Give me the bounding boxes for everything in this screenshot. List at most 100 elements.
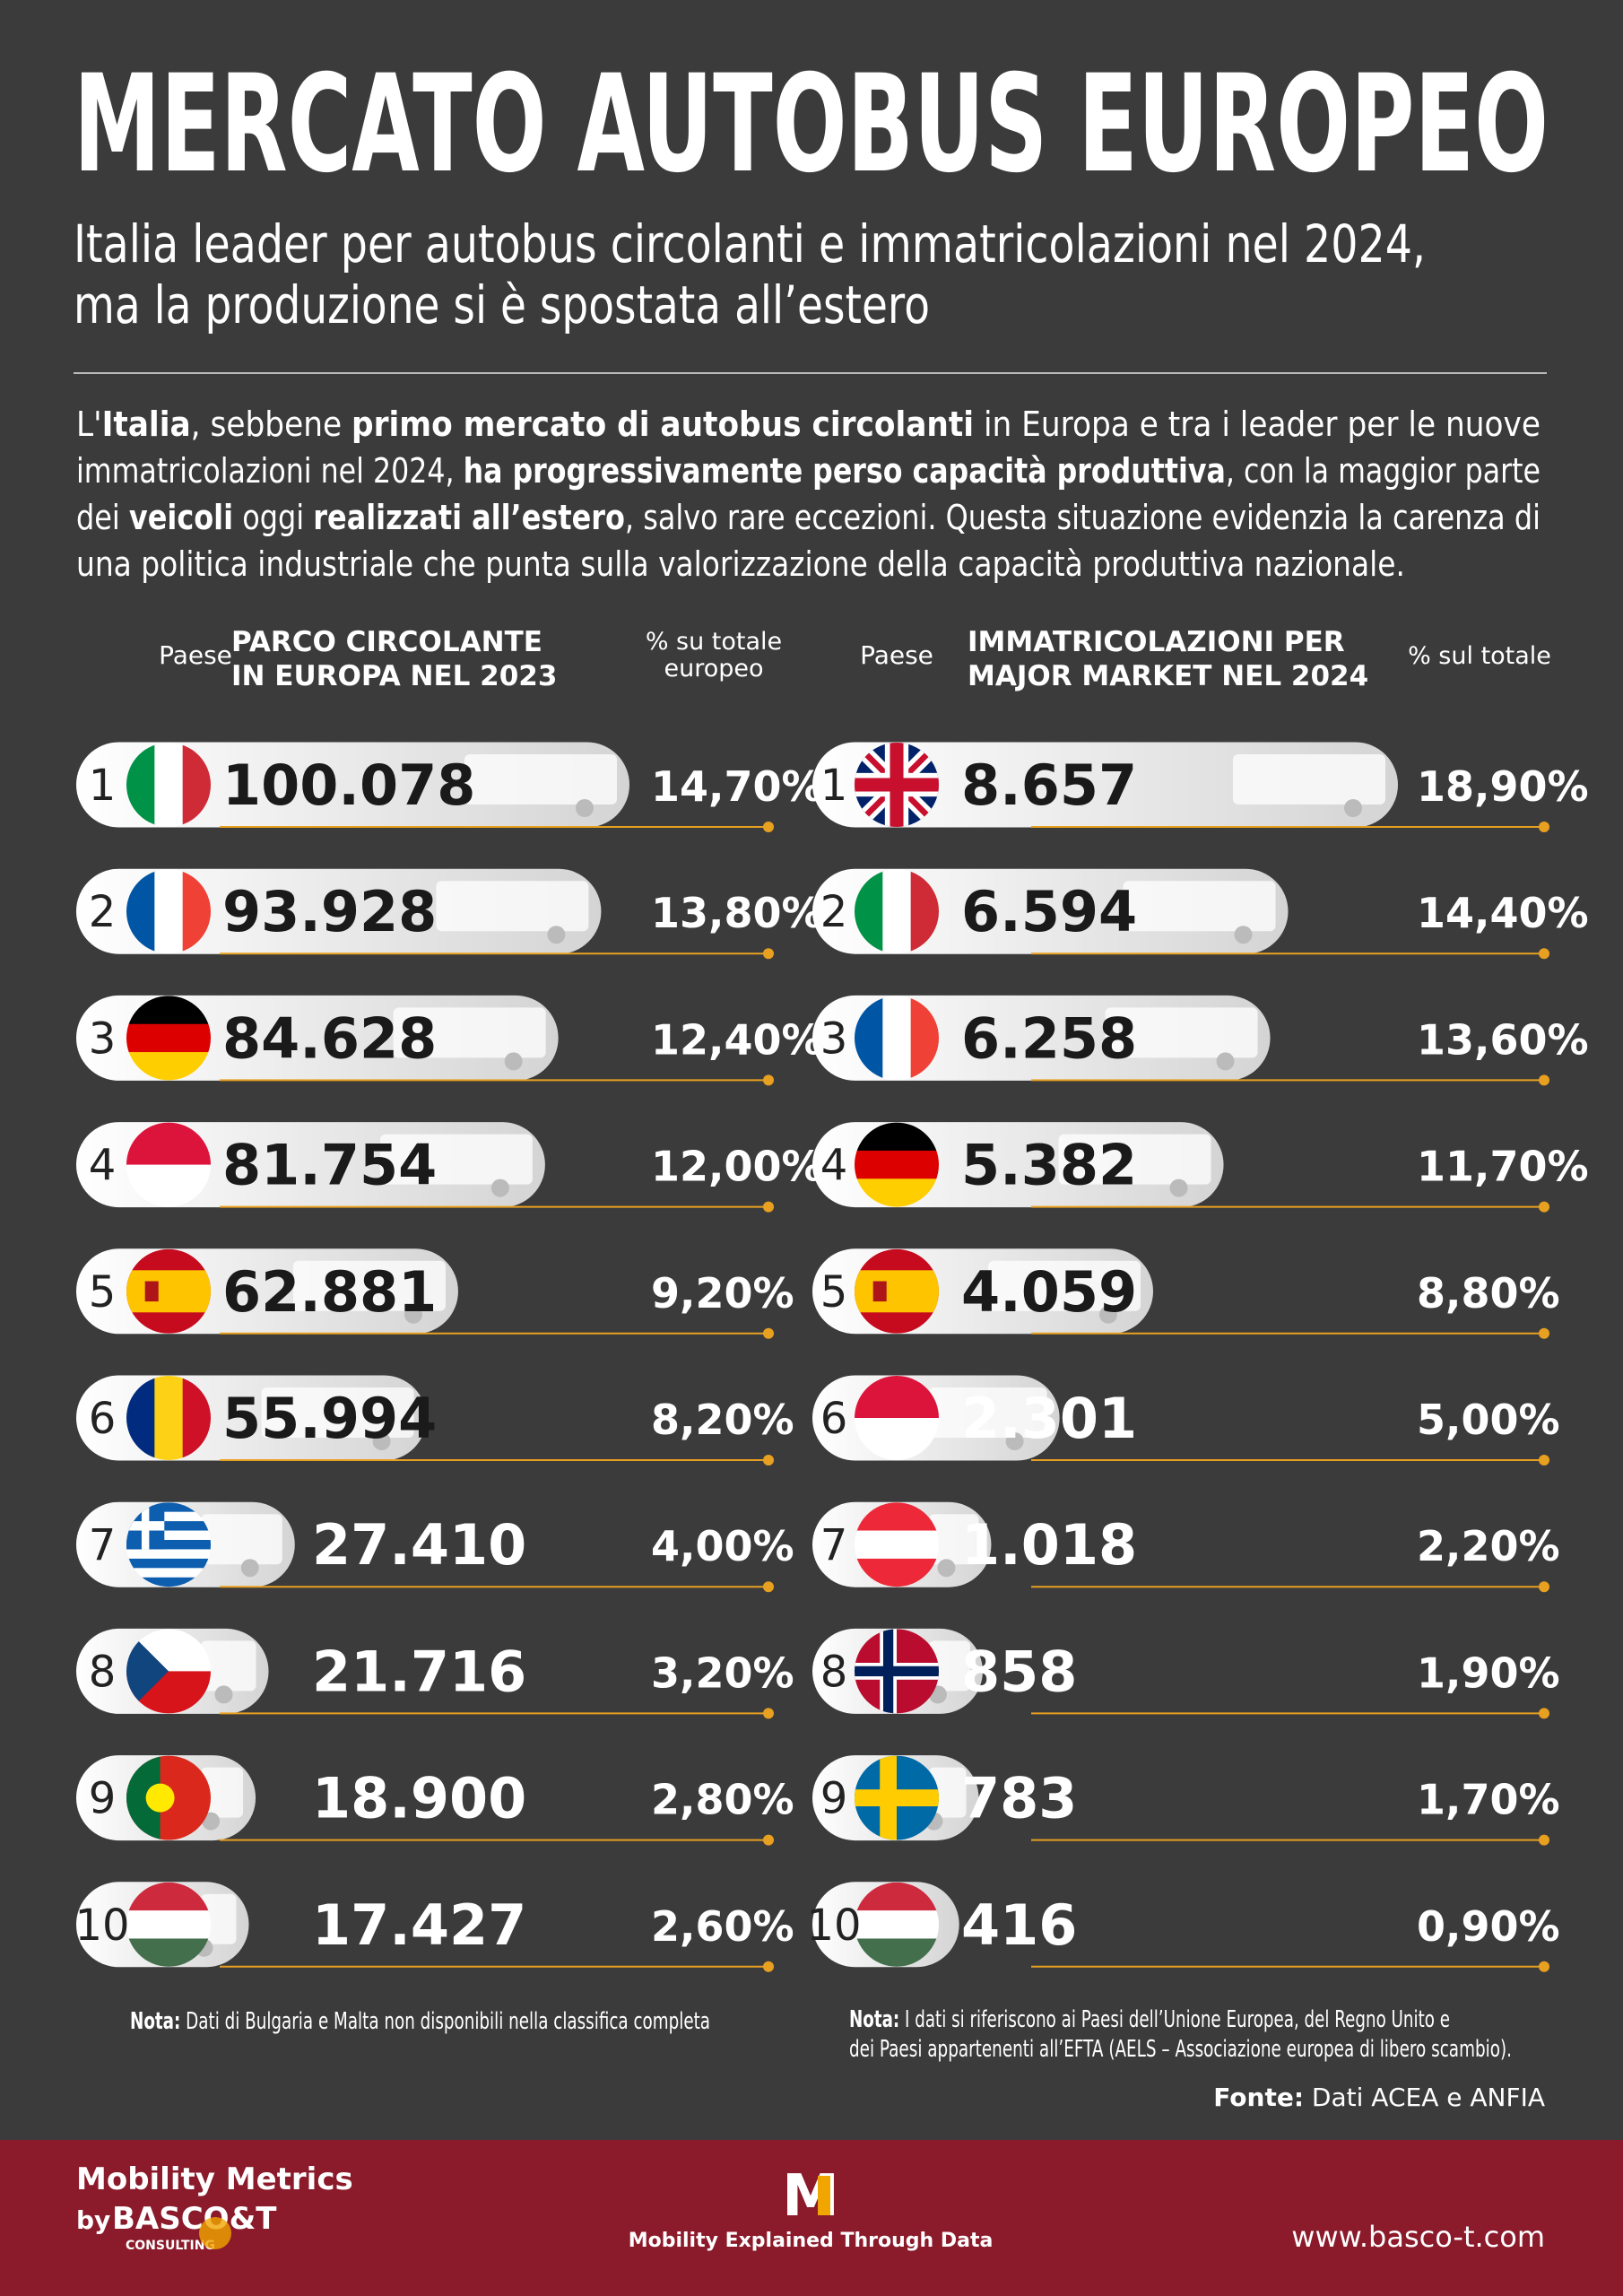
bus-wheel (1216, 1052, 1235, 1071)
flag-part (855, 778, 939, 792)
value-label: 21.716 (312, 1639, 526, 1704)
share-label: 2,20% (1417, 1522, 1560, 1570)
bus-wheel (1005, 1432, 1024, 1450)
text-run: Nota: (849, 2006, 899, 2033)
rank: 10 (806, 1900, 861, 1951)
share-label: 14,70% (651, 762, 823, 811)
logo-accent (818, 2176, 830, 2215)
value-label: 416 (961, 1892, 1077, 1958)
company-sub: CONSULTING (126, 2239, 215, 2253)
rank: 9 (820, 1774, 848, 1824)
underline-dot (1539, 1708, 1549, 1719)
value-label: 55.994 (222, 1386, 437, 1451)
flag (126, 1629, 211, 1714)
rank: 6 (89, 1394, 117, 1444)
value-label: 100.078 (222, 752, 475, 818)
rank: 5 (89, 1267, 117, 1318)
share-label: 8,80% (1417, 1269, 1560, 1318)
share-label: 13,60% (1417, 1015, 1589, 1064)
underline-dot (763, 1455, 774, 1465)
underline-dot (1539, 1074, 1549, 1086)
column-header: IMMATRICOLAZIONI PER (968, 626, 1345, 658)
rank: 1 (89, 761, 117, 811)
share-label: 1,70% (1417, 1776, 1560, 1824)
url: www.basco-t.com (1291, 2220, 1545, 2254)
flag-part (882, 869, 912, 954)
rank: 3 (820, 1013, 848, 1064)
underline-dot (1539, 948, 1549, 960)
underline-dot (763, 1961, 774, 1972)
flag-part (126, 1539, 211, 1551)
bus (1233, 754, 1385, 804)
brand-by: by (76, 2205, 110, 2235)
rank: 2 (820, 887, 848, 937)
underline-dot (763, 1581, 774, 1593)
bus-wheel (240, 1559, 259, 1578)
value-label: 81.754 (222, 1133, 437, 1198)
value-label: 6.594 (961, 879, 1137, 944)
rank: 4 (820, 1141, 848, 1191)
text-run: in Europa e tra i leader per le nuove (974, 404, 1541, 444)
flag (126, 1755, 211, 1840)
bus-wheel (404, 1305, 422, 1324)
underline-dot (1539, 1455, 1549, 1465)
flag-part (126, 1549, 211, 1560)
text-run: primo mercato di autobus circolanti (352, 404, 974, 444)
flag (855, 1755, 939, 1840)
flag-part (126, 1910, 211, 1940)
flag-part (154, 1376, 184, 1460)
share-label: 2,60% (651, 1902, 794, 1951)
brand: Mobility Metrics (76, 2161, 353, 2197)
bus-wheel (547, 926, 566, 944)
rank: 4 (89, 1141, 117, 1191)
value-label: 1.018 (961, 1512, 1137, 1578)
bus-wheel (214, 1685, 233, 1704)
value-label: 84.628 (222, 1005, 437, 1071)
intro-line: dei veicoli oggi realizzati all’estero, … (76, 498, 1541, 537)
company-mark (199, 2217, 231, 2249)
text-run: Italia (102, 404, 191, 444)
subtitle: Italia leader per autobus circolanti e i… (74, 213, 1426, 274)
flag-part (855, 1665, 939, 1677)
value-label: 17.427 (312, 1892, 526, 1958)
text-run: I dati si riferiscono ai Paesi dell’Unio… (899, 2006, 1450, 2033)
flag-part (126, 1511, 211, 1523)
underline-dot (763, 822, 774, 832)
share-label: 3,20% (651, 1648, 794, 1697)
bus (261, 1387, 414, 1438)
value-label: 6.258 (961, 1005, 1137, 1071)
value-label: 4.059 (961, 1259, 1137, 1325)
text-run: , salvo rare eccezioni. Questa situazion… (625, 498, 1541, 537)
underline-dot (763, 1074, 774, 1086)
underline-dot (1539, 822, 1549, 832)
bus (201, 1767, 244, 1818)
flag (855, 1248, 939, 1334)
company: BASCO&T (112, 2201, 277, 2237)
flag-part (855, 1150, 939, 1180)
text-run: dei (76, 498, 129, 537)
bus (436, 881, 589, 932)
bus-wheel (1169, 1178, 1188, 1197)
value-label: 27.410 (312, 1512, 526, 1578)
flag-part (855, 1910, 939, 1940)
rank: 5 (820, 1267, 848, 1318)
bus (929, 1767, 967, 1818)
underline-dot (1539, 1834, 1549, 1846)
bus-wheel (1098, 1305, 1117, 1324)
note: Nota: I dati si riferiscono ai Paesi del… (849, 2006, 1450, 2033)
bus-wheel (504, 1052, 523, 1071)
flag-part (126, 1502, 211, 1513)
text-run: Dati di Bulgaria e Malta non disponibili… (180, 2008, 710, 2035)
intro-line: una politica industriale che punta sulla… (76, 544, 1405, 584)
flag (126, 1122, 211, 1207)
value-label: 8.657 (961, 752, 1137, 818)
flag-part (126, 1568, 211, 1578)
rank: 7 (89, 1520, 117, 1570)
text-run: oggi (233, 498, 313, 537)
flag-part (855, 1530, 939, 1560)
share-label: 13,80% (651, 889, 823, 937)
underline-dot (1539, 1581, 1549, 1593)
flag-part (145, 1783, 175, 1813)
bus (1058, 1134, 1211, 1185)
